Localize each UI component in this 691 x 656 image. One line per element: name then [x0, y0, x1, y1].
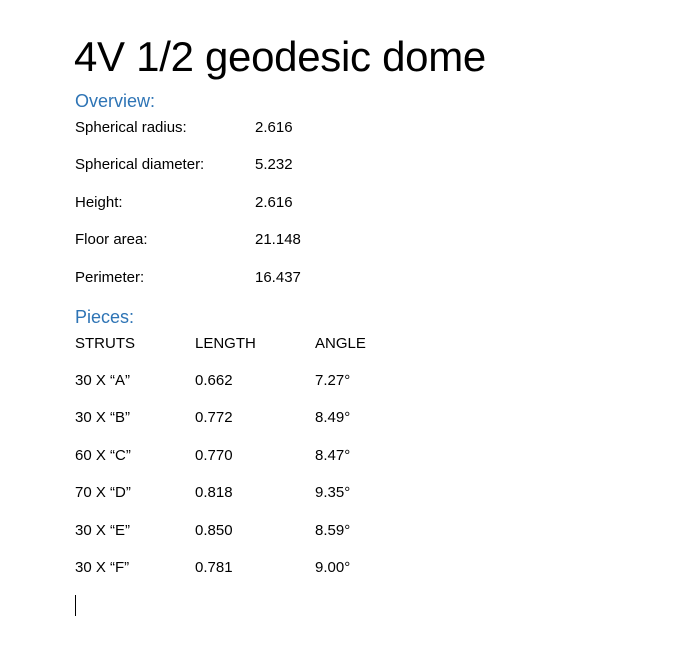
table-row: 30 X “F” 0.781 9.00°	[75, 558, 475, 578]
table-row: 70 X “D” 0.818 9.35°	[75, 483, 475, 503]
pieces-heading: Pieces:	[75, 307, 135, 327]
overview-label: Spherical diameter:	[75, 156, 205, 173]
overview-label: Spherical radius:	[75, 119, 187, 136]
text-cursor[interactable]	[75, 595, 76, 616]
length-cell: 0.772	[195, 409, 233, 426]
struts-cell: 70 X “D”	[75, 484, 131, 501]
column-header-struts: STRUTS	[75, 335, 135, 352]
struts-cell: 30 X “F”	[75, 559, 130, 576]
overview-row-spherical-diameter: Spherical diameter: 5.232	[75, 155, 475, 175]
angle-cell: 9.35°	[315, 484, 351, 501]
document-title: 4V 1/2 geodesic dome	[74, 33, 486, 80]
table-row: 30 X “A” 0.662 7.27°	[75, 371, 475, 391]
overview-row-perimeter: Perimeter: 16.437	[75, 268, 475, 288]
overview-value: 2.616	[255, 194, 293, 211]
length-cell: 0.662	[195, 372, 233, 389]
overview-label: Floor area:	[75, 231, 148, 248]
column-header-length: LENGTH	[195, 335, 256, 352]
length-cell: 0.770	[195, 447, 233, 464]
length-cell: 0.818	[195, 484, 233, 501]
overview-value: 2.616	[255, 119, 293, 136]
length-cell: 0.850	[195, 522, 233, 539]
overview-value: 5.232	[255, 156, 293, 173]
angle-cell: 7.27°	[315, 372, 351, 389]
overview-row-floor-area: Floor area: 21.148	[75, 230, 475, 250]
overview-label: Height:	[75, 194, 123, 211]
struts-cell: 30 X “B”	[75, 409, 131, 426]
struts-cell: 30 X “E”	[75, 522, 131, 539]
overview-value: 16.437	[255, 269, 301, 286]
length-cell: 0.781	[195, 559, 233, 576]
struts-cell: 60 X “C”	[75, 447, 131, 464]
overview-row-spherical-radius: Spherical radius: 2.616	[75, 118, 475, 138]
table-row: 30 X “B” 0.772 8.49°	[75, 408, 475, 428]
angle-cell: 8.49°	[315, 409, 351, 426]
pieces-header-row: STRUTS LENGTH ANGLE	[75, 334, 475, 354]
table-row: 60 X “C” 0.770 8.47°	[75, 446, 475, 466]
overview-label: Perimeter:	[75, 269, 145, 286]
overview-heading: Overview:	[75, 91, 156, 111]
overview-row-height: Height: 2.616	[75, 193, 475, 213]
struts-cell: 30 X “A”	[75, 372, 131, 389]
angle-cell: 9.00°	[315, 559, 351, 576]
table-row: 30 X “E” 0.850 8.59°	[75, 521, 475, 541]
column-header-angle: ANGLE	[315, 335, 366, 352]
angle-cell: 8.47°	[315, 447, 351, 464]
overview-value: 21.148	[255, 231, 301, 248]
angle-cell: 8.59°	[315, 522, 351, 539]
